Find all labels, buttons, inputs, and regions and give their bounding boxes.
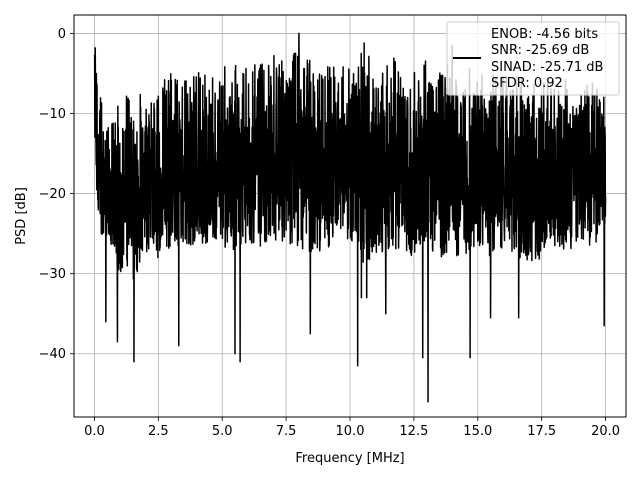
x-tick-label: 10.0 [336,424,365,439]
x-tick-label: 2.5 [148,424,169,439]
y-tick-label: −30 [39,267,66,282]
x-tick-label: 17.5 [527,424,556,439]
ticks: 0.0 2.5 5.0 7.5 10.0 12.5 15.0 17.5 20.0 0 −10 −20 −… [39,27,620,439]
y-axis-label: PSD [dB] [14,187,29,245]
psd-series [93,32,607,403]
psd-trace [93,32,607,403]
x-tick-label: 7.5 [276,424,297,439]
x-tick-label: 0.0 [84,424,105,439]
legend-box [446,21,620,96]
legend-snr: SNR: -25.69 dB [491,43,589,58]
x-axis-label: Frequency [MHz] [295,451,404,466]
x-tick-label: 12.5 [399,424,428,439]
y-tick-label: −40 [39,347,66,362]
x-tick-label: 15.0 [463,424,492,439]
legend-enob: ENOB: -4.56 bits [491,27,598,42]
legend-sinad: SINAD: -25.71 dB [491,60,603,75]
y-tick-label: −20 [39,187,66,202]
y-tick-label: 0 [58,27,66,42]
x-tick-label: 20.0 [591,424,620,439]
legend: ENOB: -4.56 bits SNR: -25.69 dB SINAD: -… [446,21,620,96]
x-tick-label: 5.0 [212,424,233,439]
legend-sfdr: SFDR: 0.92 [491,76,563,91]
y-tick-label: −10 [39,107,66,122]
